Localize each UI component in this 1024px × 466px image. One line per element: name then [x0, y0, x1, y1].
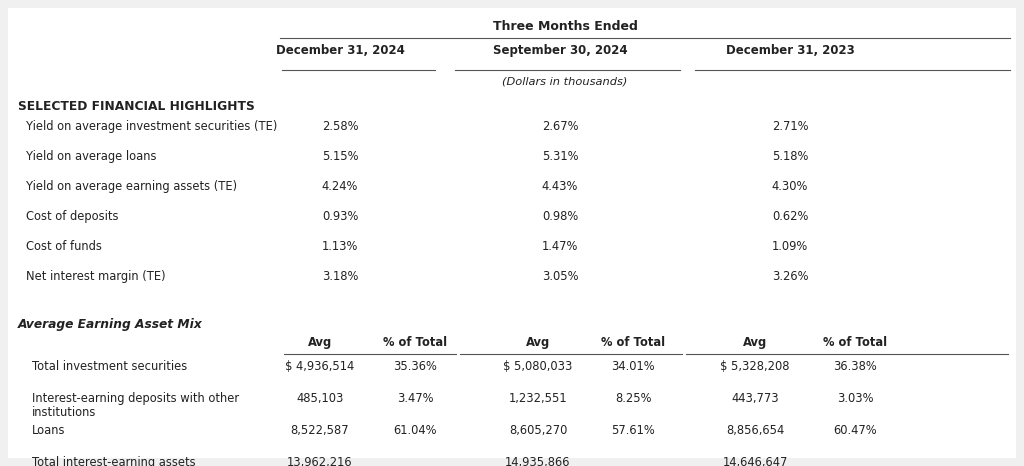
Text: Avg: Avg [526, 336, 550, 349]
Text: 60.47%: 60.47% [834, 424, 877, 437]
Text: 61.04%: 61.04% [393, 424, 437, 437]
Text: 14,935,866: 14,935,866 [505, 456, 570, 466]
Text: Average Earning Asset Mix: Average Earning Asset Mix [18, 318, 203, 331]
Text: 3.03%: 3.03% [837, 392, 873, 405]
Text: 485,103: 485,103 [296, 392, 344, 405]
Text: 8,856,654: 8,856,654 [726, 424, 784, 437]
Text: 14,646,647: 14,646,647 [722, 456, 787, 466]
Text: 5.15%: 5.15% [322, 150, 358, 163]
Text: Total investment securities: Total investment securities [32, 360, 187, 373]
Text: 35.36%: 35.36% [393, 360, 437, 373]
Text: December 31, 2023: December 31, 2023 [726, 44, 854, 57]
Text: Three Months Ended: Three Months Ended [493, 20, 637, 33]
Text: Avg: Avg [308, 336, 332, 349]
Text: (Dollars in thousands): (Dollars in thousands) [503, 76, 628, 86]
Text: Yield on average loans: Yield on average loans [26, 150, 157, 163]
Text: 0.93%: 0.93% [322, 210, 358, 223]
Text: 5.31%: 5.31% [542, 150, 579, 163]
Text: 1.09%: 1.09% [772, 240, 808, 253]
Text: 3.05%: 3.05% [542, 270, 579, 283]
Text: 1.47%: 1.47% [542, 240, 579, 253]
Text: 0.98%: 0.98% [542, 210, 579, 223]
Text: $ 5,328,208: $ 5,328,208 [720, 360, 790, 373]
Text: 4.30%: 4.30% [772, 180, 808, 193]
Text: 5.18%: 5.18% [772, 150, 808, 163]
Text: 443,773: 443,773 [731, 392, 779, 405]
Text: SELECTED FINANCIAL HIGHLIGHTS: SELECTED FINANCIAL HIGHLIGHTS [18, 100, 255, 113]
Text: % of Total: % of Total [383, 336, 447, 349]
FancyBboxPatch shape [8, 8, 1016, 458]
Text: Cost of funds: Cost of funds [26, 240, 101, 253]
Text: 0.62%: 0.62% [772, 210, 808, 223]
Text: $ 4,936,514: $ 4,936,514 [286, 360, 354, 373]
Text: 8,522,587: 8,522,587 [291, 424, 349, 437]
Text: 1.13%: 1.13% [322, 240, 358, 253]
Text: 13,962,216: 13,962,216 [287, 456, 353, 466]
Text: 8.25%: 8.25% [614, 392, 651, 405]
Text: % of Total: % of Total [601, 336, 665, 349]
Text: 4.24%: 4.24% [322, 180, 358, 193]
Text: Total interest-earning assets: Total interest-earning assets [32, 456, 196, 466]
Text: institutions: institutions [32, 406, 96, 419]
Text: Avg: Avg [742, 336, 767, 349]
Text: 3.18%: 3.18% [322, 270, 358, 283]
Text: % of Total: % of Total [823, 336, 887, 349]
Text: 36.38%: 36.38% [834, 360, 877, 373]
Text: Cost of deposits: Cost of deposits [26, 210, 119, 223]
Text: Loans: Loans [32, 424, 66, 437]
Text: 57.61%: 57.61% [611, 424, 655, 437]
Text: 2.71%: 2.71% [772, 120, 808, 133]
Text: Yield on average earning assets (TE): Yield on average earning assets (TE) [26, 180, 238, 193]
Text: 34.01%: 34.01% [611, 360, 654, 373]
Text: 3.26%: 3.26% [772, 270, 808, 283]
Text: 1,232,551: 1,232,551 [509, 392, 567, 405]
Text: $ 5,080,033: $ 5,080,033 [504, 360, 572, 373]
Text: Interest-earning deposits with other: Interest-earning deposits with other [32, 392, 240, 405]
Text: Net interest margin (TE): Net interest margin (TE) [26, 270, 166, 283]
Text: 4.43%: 4.43% [542, 180, 579, 193]
Text: December 31, 2024: December 31, 2024 [275, 44, 404, 57]
Text: September 30, 2024: September 30, 2024 [493, 44, 628, 57]
Text: 8,605,270: 8,605,270 [509, 424, 567, 437]
Text: 2.67%: 2.67% [542, 120, 579, 133]
Text: Yield on average investment securities (TE): Yield on average investment securities (… [26, 120, 278, 133]
Text: 2.58%: 2.58% [322, 120, 358, 133]
Text: 3.47%: 3.47% [396, 392, 433, 405]
